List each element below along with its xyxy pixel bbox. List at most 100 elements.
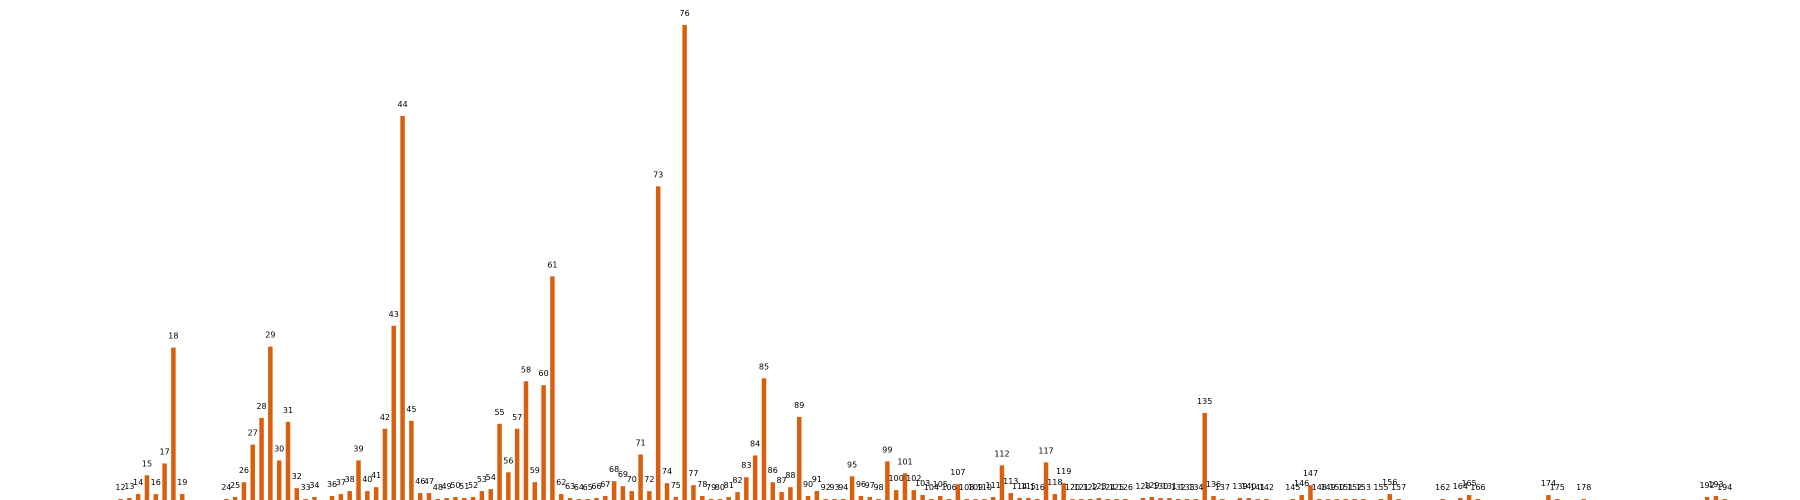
bar-label-17: 17	[159, 447, 169, 456]
bar-label-66: 66	[591, 482, 601, 491]
bar-label-110: 110	[977, 483, 992, 492]
bar-16	[153, 494, 159, 500]
bar-label-18: 18	[168, 332, 178, 341]
bar-13	[127, 498, 132, 500]
bar-label-113: 113	[1003, 477, 1018, 486]
bar-label-72: 72	[644, 475, 654, 484]
bar-label-54: 54	[486, 473, 496, 482]
bar-87	[779, 492, 784, 500]
bar-label-117: 117	[1038, 446, 1053, 455]
bar-label-60: 60	[539, 369, 549, 378]
bar-label-52: 52	[468, 481, 478, 490]
bar-label-149: 149	[1320, 483, 1335, 492]
bar-label-37: 37	[336, 478, 346, 487]
bar-146	[1299, 495, 1304, 500]
bar-25	[232, 497, 238, 500]
bar-label-131: 131	[1162, 482, 1177, 491]
bar-label-67: 67	[600, 480, 610, 489]
bar-41	[373, 487, 379, 500]
bar-42	[382, 428, 388, 500]
bar-label-141: 141	[1250, 483, 1265, 492]
bar-label-86: 86	[768, 466, 778, 475]
bar-label-24: 24	[221, 483, 231, 492]
bar-140	[1246, 498, 1252, 500]
bar-15	[144, 475, 150, 500]
bar-label-80: 80	[715, 483, 725, 492]
bar-label-78: 78	[697, 480, 707, 489]
bar-label-166: 166	[1470, 483, 1485, 492]
bar-label-194: 194	[1717, 483, 1732, 492]
bar-53	[479, 491, 485, 500]
bar-label-164: 164	[1453, 482, 1468, 491]
bar-label-128: 128	[1135, 482, 1150, 491]
bar-99	[885, 461, 890, 500]
bar-28	[259, 417, 264, 500]
bar-130	[1158, 498, 1163, 500]
bar-61	[550, 276, 555, 500]
bar-label-38: 38	[345, 475, 355, 484]
bar-36	[329, 496, 335, 500]
bar-103	[920, 495, 925, 500]
bar-66	[594, 498, 599, 500]
bar-label-125: 125	[1109, 483, 1124, 492]
bar-112	[999, 465, 1005, 500]
bar-30	[276, 460, 282, 500]
bar-label-71: 71	[635, 438, 645, 447]
bar-label-88: 88	[785, 471, 795, 480]
bar-label-62: 62	[556, 478, 566, 487]
bar-70	[629, 491, 634, 500]
bar-39	[356, 460, 361, 500]
bar-18	[171, 347, 176, 500]
bar-label-14: 14	[133, 478, 143, 487]
bar-47	[426, 493, 432, 500]
bar-75	[673, 497, 679, 500]
bar-128	[1140, 498, 1146, 500]
bar-139	[1237, 498, 1243, 500]
bar-label-115: 115	[1021, 482, 1036, 491]
bar-label-150: 150	[1329, 483, 1344, 492]
bar-label-45: 45	[406, 405, 416, 414]
bar-129	[1149, 497, 1155, 500]
bar-label-97: 97	[865, 481, 875, 490]
bar-label-85: 85	[759, 362, 769, 371]
bar-72	[647, 491, 652, 500]
bar-45	[409, 420, 414, 500]
bar-label-79: 79	[706, 483, 716, 492]
bar-label-116: 116	[1030, 483, 1045, 492]
bar-label-121: 121	[1074, 483, 1089, 492]
bar-label-151: 151	[1338, 483, 1353, 492]
bar-51	[462, 498, 467, 500]
bar-label-40: 40	[362, 475, 372, 484]
bar-192	[1704, 497, 1710, 500]
bar-label-13: 13	[124, 482, 134, 491]
bar-label-136: 136	[1206, 480, 1221, 489]
bar-37	[338, 494, 344, 500]
bar-label-63: 63	[565, 482, 575, 491]
bar-40	[365, 491, 370, 500]
bar-label-87: 87	[777, 476, 787, 485]
bar-label-96: 96	[856, 480, 866, 489]
bar-55	[497, 423, 502, 500]
bar-label-175: 175	[1550, 483, 1565, 492]
bar-label-112: 112	[994, 449, 1009, 458]
bar-label-148: 148	[1312, 483, 1327, 492]
bar-label-26: 26	[239, 466, 249, 475]
bar-136	[1211, 496, 1216, 500]
bar-96	[858, 496, 864, 500]
bar-85	[761, 378, 767, 500]
bar-label-91: 91	[812, 475, 822, 484]
bar-label-30: 30	[274, 444, 284, 453]
bar-label-193: 193	[1708, 480, 1723, 489]
bar-label-84: 84	[750, 439, 760, 448]
bar-76	[682, 25, 687, 500]
bar-label-57: 57	[512, 413, 522, 422]
bar-label-119: 119	[1056, 467, 1071, 476]
bar-17	[162, 463, 167, 500]
bar-label-68: 68	[609, 465, 619, 474]
bar-label-100: 100	[889, 474, 904, 483]
bar-label-59: 59	[530, 466, 540, 475]
bar-label-152: 152	[1347, 483, 1362, 492]
bar-label-102: 102	[906, 474, 921, 483]
bar-label-101: 101	[897, 457, 912, 466]
bar-label-137: 137	[1215, 483, 1230, 492]
